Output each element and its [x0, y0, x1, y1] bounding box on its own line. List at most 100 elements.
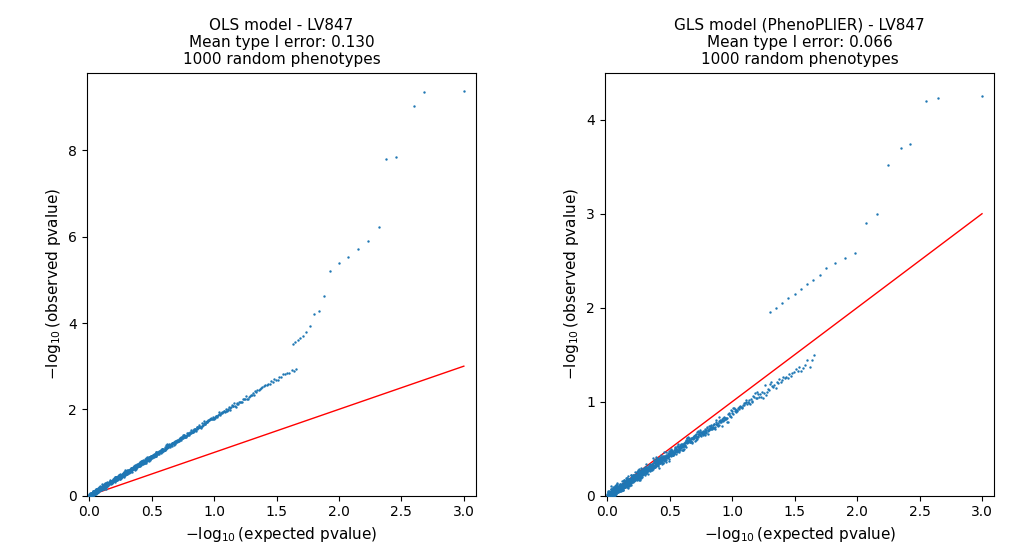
- Point: [112, 474, 128, 483]
- Point: [232, 398, 249, 407]
- Point: [186, 427, 203, 436]
- Point: [657, 458, 674, 467]
- Point: [730, 403, 746, 412]
- Point: [613, 483, 630, 492]
- Point: [144, 452, 160, 461]
- Point: [766, 383, 783, 392]
- Point: [95, 483, 111, 492]
- Point: [180, 428, 197, 437]
- Point: [682, 436, 698, 445]
- Point: [695, 430, 711, 438]
- Point: [169, 436, 185, 445]
- Point: [205, 414, 221, 423]
- Point: [196, 418, 212, 427]
- Point: [601, 490, 618, 499]
- Point: [95, 484, 111, 493]
- Point: [149, 447, 165, 456]
- Point: [94, 483, 110, 492]
- Point: [678, 436, 694, 445]
- Point: [101, 479, 117, 488]
- Point: [607, 485, 624, 494]
- Point: [661, 447, 678, 456]
- Point: [658, 454, 675, 463]
- Point: [88, 487, 104, 496]
- Point: [611, 481, 628, 490]
- Point: [151, 448, 167, 457]
- Point: [117, 468, 133, 477]
- Point: [656, 455, 673, 464]
- Point: [613, 480, 630, 489]
- Point: [602, 489, 619, 498]
- Point: [752, 393, 768, 402]
- Point: [602, 486, 619, 495]
- Point: [687, 432, 703, 441]
- Point: [212, 410, 228, 419]
- Point: [645, 463, 661, 472]
- Point: [168, 437, 184, 446]
- Point: [599, 491, 615, 500]
- Point: [135, 459, 151, 468]
- Point: [135, 456, 151, 465]
- Point: [599, 491, 615, 500]
- Point: [665, 448, 682, 457]
- Point: [100, 480, 116, 489]
- Point: [140, 455, 156, 464]
- Point: [227, 402, 244, 411]
- Point: [93, 484, 109, 493]
- Point: [765, 381, 782, 390]
- Point: [90, 487, 106, 496]
- Point: [84, 490, 100, 499]
- Point: [141, 457, 157, 466]
- Point: [616, 483, 633, 492]
- Point: [622, 478, 638, 487]
- Point: [86, 487, 102, 496]
- Point: [603, 489, 620, 498]
- Point: [105, 477, 121, 486]
- Point: [108, 474, 124, 483]
- Point: [640, 464, 656, 473]
- Point: [605, 484, 622, 493]
- Point: [773, 298, 790, 307]
- Point: [98, 481, 114, 490]
- Point: [674, 445, 690, 454]
- Point: [242, 391, 258, 400]
- Point: [615, 480, 632, 489]
- Point: [677, 438, 693, 447]
- Point: [96, 484, 112, 493]
- Point: [127, 462, 144, 471]
- Point: [616, 482, 633, 491]
- Point: [654, 458, 671, 467]
- Point: [173, 432, 190, 441]
- Point: [616, 480, 633, 489]
- Point: [83, 490, 99, 499]
- Point: [101, 477, 117, 486]
- Point: [98, 484, 114, 493]
- Point: [692, 426, 708, 435]
- Point: [631, 468, 647, 477]
- Point: [599, 490, 615, 499]
- Point: [599, 491, 615, 500]
- Point: [744, 392, 760, 401]
- Point: [161, 441, 177, 450]
- Point: [608, 478, 625, 487]
- Point: [166, 438, 182, 447]
- Point: [628, 474, 644, 483]
- Point: [132, 456, 149, 465]
- Point: [633, 465, 649, 474]
- Point: [83, 490, 99, 499]
- Point: [632, 472, 648, 480]
- Point: [763, 381, 780, 390]
- Point: [84, 491, 100, 500]
- Point: [605, 487, 622, 496]
- Point: [638, 469, 654, 478]
- Point: [601, 491, 618, 500]
- Point: [167, 437, 183, 446]
- Point: [606, 484, 623, 493]
- Point: [646, 456, 662, 465]
- Point: [636, 464, 652, 473]
- Point: [260, 379, 276, 388]
- Point: [640, 465, 656, 474]
- Point: [613, 480, 630, 489]
- Point: [106, 477, 122, 486]
- Point: [651, 458, 667, 467]
